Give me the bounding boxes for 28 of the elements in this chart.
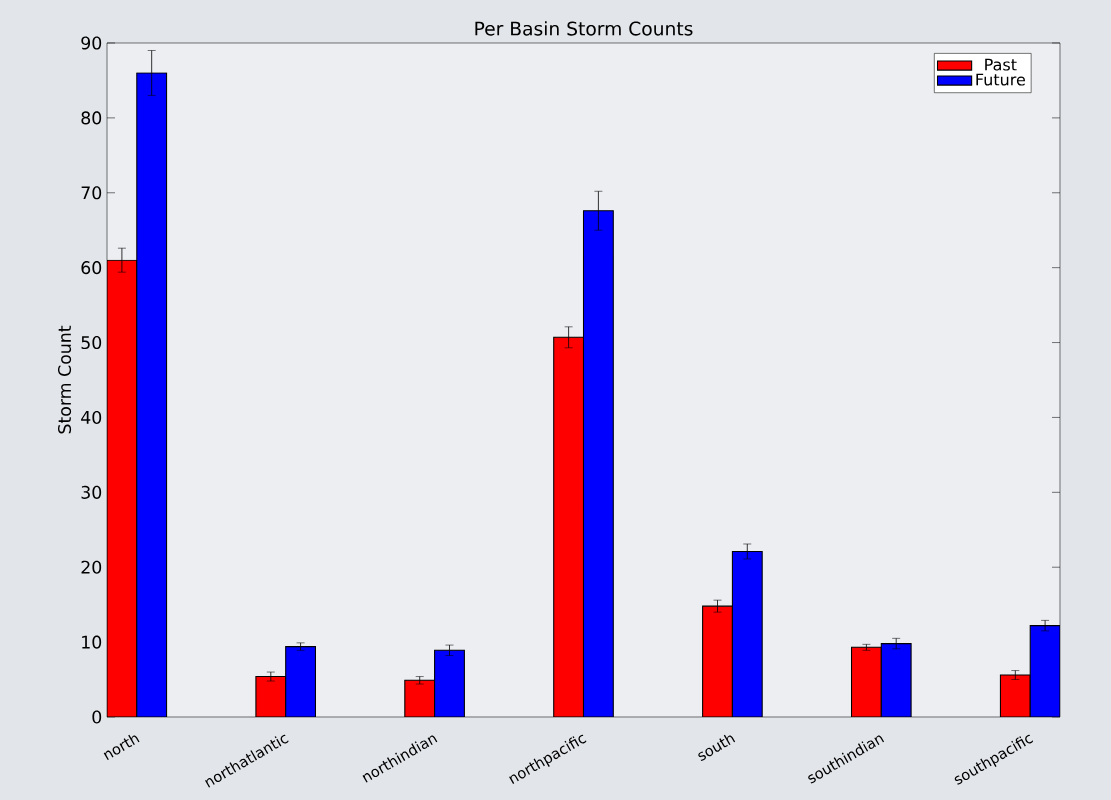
- bar: [999, 674, 1031, 717]
- y-tick-label: 20: [81, 560, 102, 574]
- bar: [255, 676, 287, 717]
- y-tick-label: 40: [81, 410, 102, 424]
- y-tick-label: 70: [81, 186, 102, 200]
- bar: [1029, 625, 1060, 717]
- y-tick-label: 0: [92, 710, 102, 724]
- y-tick-label: 10: [82, 635, 102, 649]
- bar: [553, 336, 585, 717]
- bar: [434, 649, 465, 717]
- bar: [850, 646, 882, 717]
- bar: [582, 210, 614, 717]
- bar: [731, 550, 763, 717]
- y-tick-label: 50: [81, 336, 102, 350]
- bar: [107, 259, 138, 717]
- bar: [404, 679, 436, 717]
- y-axis-title: Storm Count: [57, 325, 72, 434]
- y-tick-label: 80: [81, 111, 102, 125]
- y-tick-label: 30: [81, 485, 102, 499]
- bar: [285, 646, 317, 717]
- legend-label: Past: [985, 58, 1017, 71]
- y-tick-label: 90: [81, 36, 102, 50]
- chart-title: Per Basin Storm Counts: [475, 21, 693, 36]
- bar: [136, 72, 168, 717]
- legend-label: Future: [976, 73, 1025, 86]
- y-tick-label: 60: [81, 261, 102, 275]
- bar: [880, 643, 912, 717]
- bar: [702, 605, 733, 717]
